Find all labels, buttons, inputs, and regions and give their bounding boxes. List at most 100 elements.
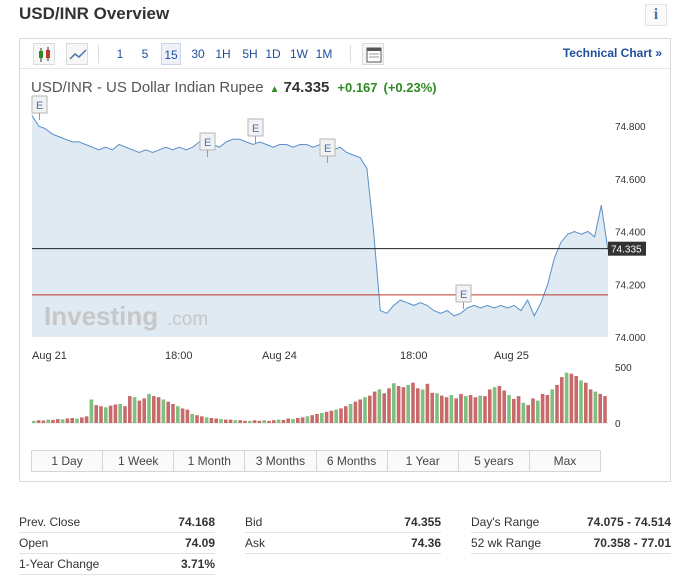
- y-tick-label: 74.800: [615, 122, 646, 133]
- interval-15[interactable]: 15: [161, 43, 181, 65]
- volume-bar: [459, 393, 463, 423]
- technical-chart-link[interactable]: Technical Chart »: [562, 46, 662, 60]
- volume-bar: [84, 416, 89, 423]
- volume-bar: [36, 420, 41, 423]
- stat-label: 52 wk Range: [471, 536, 542, 550]
- info-icon[interactable]: i: [645, 4, 667, 26]
- stat-value: 70.358 - 77.01: [593, 536, 671, 550]
- interval-5H[interactable]: 5H: [242, 47, 258, 61]
- volume-bar: [444, 397, 449, 423]
- volume-bar: [497, 386, 502, 423]
- stat-row: Bid 74.355: [245, 512, 441, 533]
- volume-bar: [334, 409, 338, 423]
- volume-bar: [593, 391, 598, 423]
- volume-bar: [564, 372, 569, 423]
- volume-bar: [46, 419, 50, 423]
- volume-bar: [329, 410, 334, 423]
- event-marker-icon[interactable]: E: [199, 132, 216, 157]
- volume-bar: [387, 388, 391, 423]
- volume-bar: [56, 419, 60, 423]
- event-marker-icon[interactable]: E: [319, 138, 336, 163]
- volume-bar: [233, 420, 238, 423]
- price-chart[interactable]: Investing .com 74.335 74.800 74.600 74.400 74.…: [20, 39, 670, 449]
- volume-bar: [555, 384, 559, 423]
- volume-bar: [392, 383, 396, 423]
- range-5-years[interactable]: 5 years: [459, 451, 530, 471]
- volume-bar: [550, 389, 554, 423]
- volume-bar: [257, 420, 262, 423]
- volume-tick-label: 500: [615, 363, 632, 374]
- range-1-year[interactable]: 1 Year: [388, 451, 459, 471]
- interval-30[interactable]: 30: [191, 47, 205, 61]
- volume-bar: [512, 398, 516, 423]
- volume-bar: [305, 416, 310, 423]
- volume-bar: [70, 418, 74, 423]
- interval-1M[interactable]: 1M: [315, 47, 333, 61]
- volume-bar: [291, 419, 295, 423]
- volume-bar: [224, 419, 228, 423]
- range-selector: 1 Day 1 Week 1 Month 3 Months 6 Months 1 Year…: [31, 450, 601, 472]
- x-tick-label: Aug 24: [262, 350, 297, 362]
- volume-bar: [502, 390, 506, 423]
- last-price-tag: [608, 241, 646, 256]
- range-6-months[interactable]: 6 Months: [317, 451, 388, 471]
- volume-bar: [416, 388, 420, 423]
- volume-bar: [252, 420, 257, 423]
- volume-bar: [32, 420, 36, 423]
- range-1-week[interactable]: 1 Week: [103, 451, 175, 471]
- interval-1H[interactable]: 1H: [215, 47, 231, 61]
- svg-text:E: E: [252, 123, 259, 135]
- volume-bar: [243, 420, 247, 423]
- volume-bar: [248, 420, 252, 423]
- volume-bar: [267, 420, 271, 423]
- area-chart-icon[interactable]: [66, 43, 88, 65]
- toolbar-divider: [98, 45, 99, 63]
- interval-1W[interactable]: 1W: [290, 47, 308, 61]
- range-1-day[interactable]: 1 Day: [32, 451, 104, 471]
- stat-label: Day's Range: [471, 515, 540, 529]
- stat-label: Open: [19, 536, 49, 550]
- event-marker-icon[interactable]: E: [455, 284, 472, 309]
- volume-bar: [176, 406, 180, 423]
- interval-1D[interactable]: 1D: [265, 47, 281, 61]
- interval-5[interactable]: 5: [141, 47, 149, 61]
- page-title: USD/INR Overview: [19, 4, 170, 23]
- volume-bar: [89, 399, 94, 423]
- volume-bar: [123, 406, 127, 423]
- volume-bar: [281, 419, 286, 423]
- volume-bar: [272, 420, 276, 423]
- volume-bar: [382, 393, 386, 423]
- stat-row: 52 wk Range 70.358 - 77.01: [471, 533, 671, 554]
- volume-bar: [574, 376, 578, 423]
- svg-text:E: E: [324, 143, 331, 155]
- candlestick-icon[interactable]: [33, 43, 55, 65]
- range-max[interactable]: Max: [553, 454, 577, 468]
- volume-bar: [296, 418, 300, 423]
- volume-bar: [526, 405, 530, 423]
- stat-row: Ask 74.36: [245, 533, 441, 554]
- volume-tick-label: 0: [615, 419, 621, 430]
- quote-line: USD/INR - US Dollar Indian Rupee ▲ 74.335 +…: [31, 79, 437, 96]
- price-change-percent: (+0.23%): [383, 80, 437, 95]
- event-marker-icon[interactable]: E: [31, 95, 48, 120]
- volume-bar: [521, 402, 526, 423]
- volume-bar: [483, 396, 487, 423]
- x-tick-label: 18:00: [165, 350, 193, 362]
- stat-value: 74.36: [410, 536, 441, 550]
- range-3-months[interactable]: 3 Months: [245, 451, 317, 471]
- volume-bar: [152, 396, 156, 423]
- volume-bar: [588, 389, 593, 423]
- volume-bar: [478, 395, 482, 423]
- calendar-icon[interactable]: [362, 43, 384, 65]
- volume-bar: [430, 392, 434, 423]
- event-marker-icon[interactable]: E: [247, 118, 264, 143]
- up-arrow-icon: ▲: [269, 84, 280, 95]
- interval-1[interactable]: 1: [116, 47, 124, 61]
- volume-bar: [315, 414, 319, 423]
- volume-bar: [80, 417, 84, 423]
- volume-bar: [569, 373, 574, 423]
- volume-bar: [219, 419, 223, 423]
- volume-bar: [454, 398, 458, 423]
- volume-bar: [377, 389, 382, 423]
- range-1-month[interactable]: 1 Month: [174, 451, 246, 471]
